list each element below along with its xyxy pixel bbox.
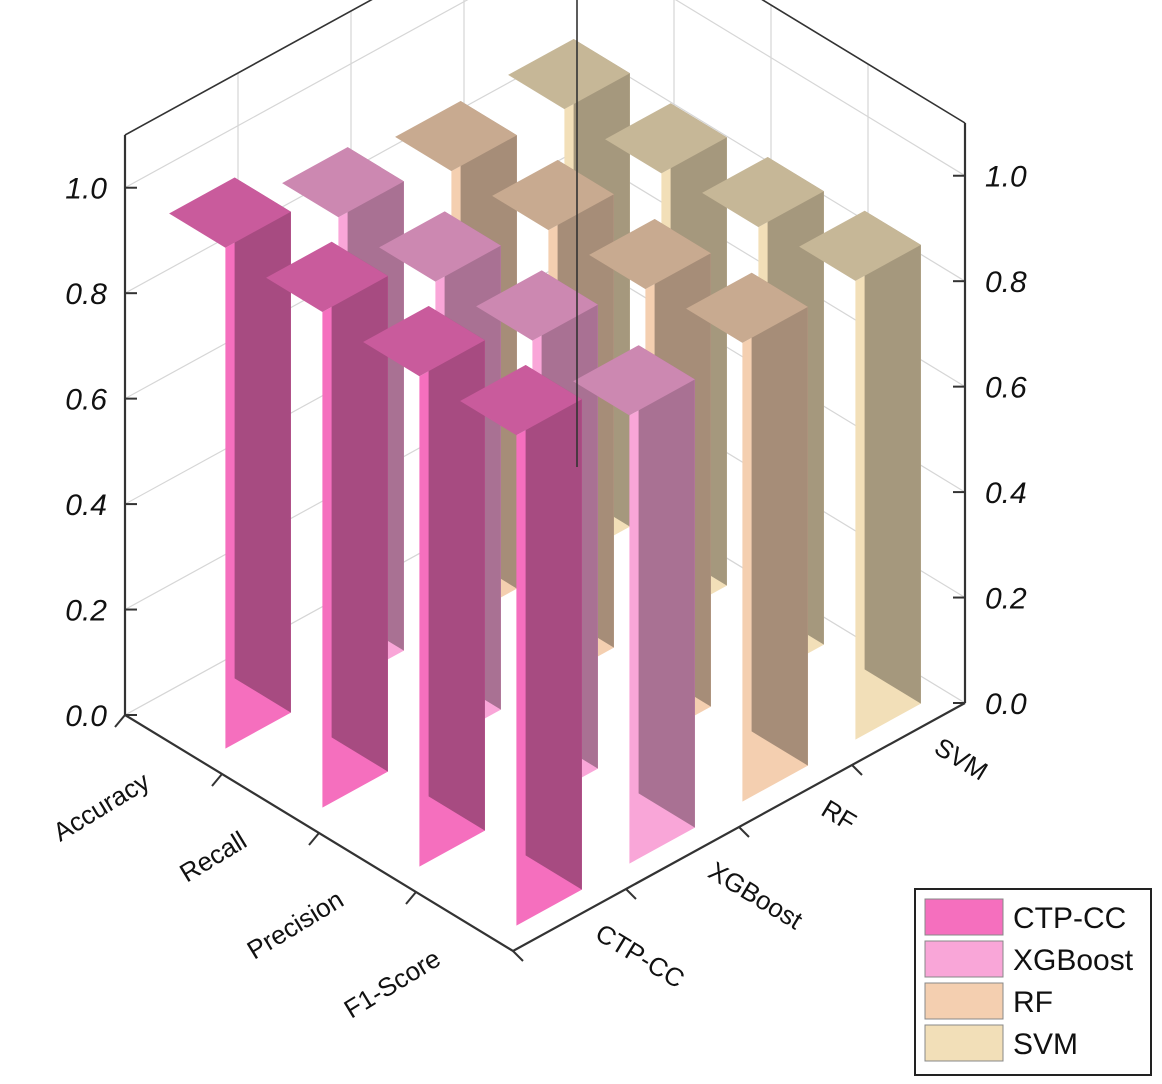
grid-line-z bbox=[124, 0, 966, 189]
series-axis-label-xgboost: XGBoost bbox=[703, 855, 808, 935]
legend-swatch-svm bbox=[924, 1024, 1004, 1062]
bar-xgboost-f1-score bbox=[573, 345, 695, 864]
bar-svm-f1-score bbox=[799, 210, 921, 740]
series-tick bbox=[738, 826, 750, 838]
series-axis-label-svm: SVM bbox=[929, 731, 993, 786]
axis-frame bbox=[114, 0, 967, 962]
legend-swatch-rf bbox=[924, 982, 1004, 1020]
z-tick-label-left: 0.4 bbox=[65, 489, 107, 522]
z-tick-label-left: 1.0 bbox=[65, 173, 107, 206]
z-tick-label-left: 0.6 bbox=[65, 384, 107, 417]
legend-label-rf: RF bbox=[1013, 986, 1053, 1019]
category-tick bbox=[405, 891, 417, 905]
category-tick bbox=[308, 832, 320, 846]
z-tick-label-right: 1.0 bbox=[985, 161, 1027, 194]
category-label-accuracy: Accuracy bbox=[48, 766, 155, 847]
legend-swatch-xgboost bbox=[924, 940, 1004, 978]
category-tick bbox=[114, 714, 126, 728]
category-label-precision: Precision bbox=[242, 884, 349, 965]
legend: CTP-CC XGBoost RF SVM bbox=[914, 888, 1152, 1076]
series-tick bbox=[512, 950, 524, 962]
legend-swatch-ctp-cc bbox=[924, 898, 1004, 936]
legend-label-ctp-cc: CTP-CC bbox=[1013, 902, 1126, 935]
category-tick bbox=[211, 773, 223, 787]
z-tick-label-right: 0.0 bbox=[985, 688, 1027, 721]
bars-group bbox=[169, 39, 921, 926]
series-axis-label-ctp-cc: CTP-CC bbox=[590, 917, 690, 994]
category-label-recall: Recall bbox=[174, 825, 251, 888]
legend-label-xgboost: XGBoost bbox=[1013, 944, 1134, 977]
z-tick-label-right: 0.6 bbox=[985, 372, 1027, 405]
category-label-f1-score: F1-Score bbox=[339, 943, 446, 1024]
z-tick-label-right: 0.4 bbox=[985, 477, 1027, 510]
bar-rf-f1-score bbox=[686, 272, 808, 802]
top-back-edges bbox=[124, 0, 966, 136]
legend-label-svm: SVM bbox=[1013, 1028, 1078, 1061]
series-tick bbox=[851, 764, 863, 776]
bar-ctp-cc-accuracy bbox=[169, 177, 291, 749]
bar-ctp-cc-precision bbox=[363, 306, 485, 867]
bar-ctp-cc-recall bbox=[266, 241, 388, 808]
z-tick-label-right: 0.8 bbox=[985, 266, 1027, 299]
z-tick-label-left: 0.8 bbox=[65, 278, 107, 311]
bar-ctp-cc-f1-score bbox=[460, 365, 582, 926]
series-axis-label-rf: RF bbox=[816, 793, 861, 837]
series-tick bbox=[625, 888, 637, 900]
z-tick-label-right: 0.2 bbox=[985, 583, 1027, 616]
z-tick-label-left: 0.2 bbox=[65, 595, 107, 628]
z-tick-label-left: 0.0 bbox=[65, 700, 107, 733]
